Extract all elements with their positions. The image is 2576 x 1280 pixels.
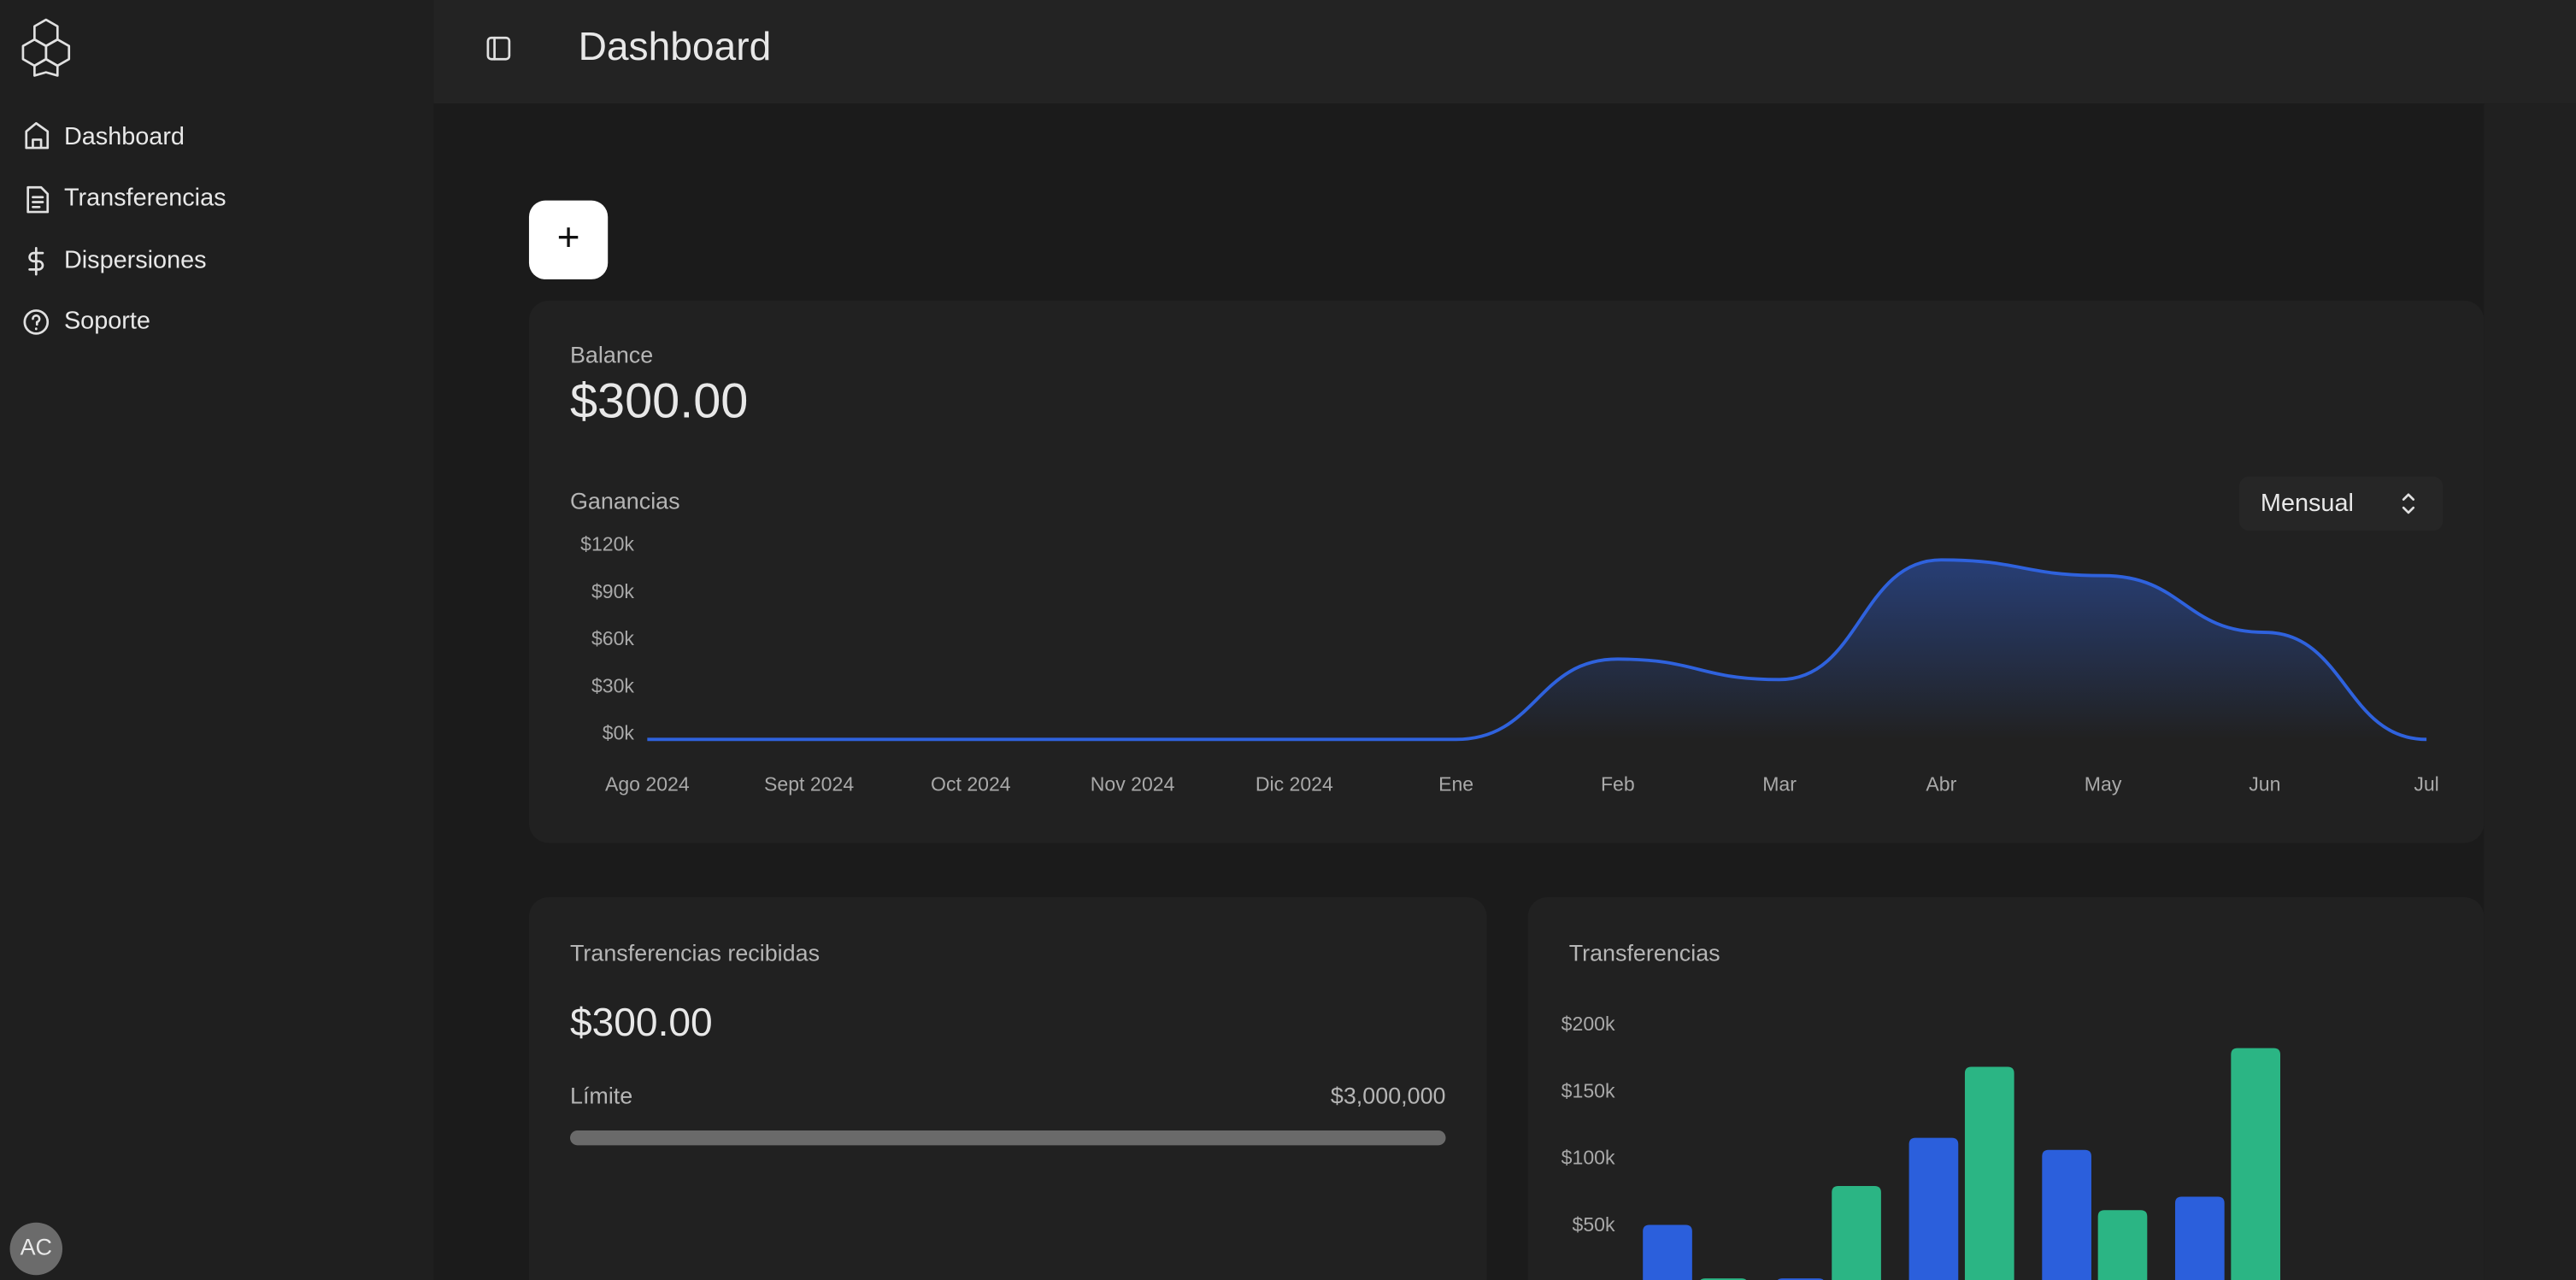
nav-item[interactable]: Dispersiones	[28, 246, 207, 276]
balance-card	[528, 300, 2485, 843]
help-icon	[23, 309, 50, 335]
area-fill	[647, 560, 2427, 740]
dollar-icon	[28, 247, 44, 276]
limit-value: $3,000,000	[1331, 1083, 1446, 1109]
x-tick-label: Dic 2024	[1256, 772, 1333, 795]
y-tick-label: $150k	[1561, 1079, 1615, 1101]
x-tick-label: Feb	[1601, 772, 1635, 795]
x-tick-label: May	[2085, 772, 2122, 795]
y-tick-label: $90k	[591, 580, 634, 602]
x-tick-label: Sept 2024	[764, 772, 854, 795]
bar	[1908, 1137, 1959, 1280]
transfers-title: Transferencias	[1569, 940, 1720, 966]
bar	[1643, 1224, 1692, 1280]
balance-label: Balance	[570, 342, 653, 367]
bar	[2174, 1196, 2225, 1280]
nav-item[interactable]: Transferencias	[26, 184, 226, 214]
doc-icon	[26, 185, 50, 214]
main-edge	[2484, 103, 2576, 1280]
sidebar	[0, 0, 434, 1280]
nav-label[interactable]: Dashboard	[64, 123, 185, 150]
bar	[2042, 1149, 2091, 1280]
chart-title: Ganancias	[570, 489, 680, 514]
avatar-initials[interactable]: AC	[21, 1235, 52, 1260]
y-tick-label: $0k	[603, 722, 635, 744]
help-icon-mark	[32, 314, 41, 331]
nav-item[interactable]: Soporte	[23, 308, 150, 335]
x-tick-label: Oct 2024	[931, 772, 1011, 795]
limit-label: Límite	[570, 1083, 632, 1109]
add-button-label[interactable]: +	[557, 214, 580, 259]
bar	[2097, 1210, 2148, 1280]
received-card	[528, 896, 1487, 1280]
nav-item[interactable]: Dashboard	[25, 121, 185, 150]
x-tick-label: Ene	[1438, 772, 1473, 795]
toggle-icon	[486, 36, 511, 61]
home-icon	[25, 121, 50, 150]
x-tick-label: Ago 2024	[605, 772, 690, 795]
nav-label[interactable]: Dispersiones	[64, 246, 207, 273]
x-tick-label: Mar	[1762, 772, 1797, 795]
select-chevron	[2402, 493, 2415, 514]
add-button[interactable]	[528, 200, 609, 279]
x-tick-label: Abr	[1926, 772, 1956, 795]
logo	[21, 18, 71, 77]
earnings-chart: $0k $30k $60k $90k $120k Ago 2024 Sept 2024 Oct…	[580, 533, 2439, 796]
y-tick-label: $100k	[1561, 1147, 1615, 1169]
bar	[2231, 1048, 2281, 1280]
header-bar	[433, 0, 2576, 104]
transfers-chart: $50k $100k $150k $200k	[1561, 1013, 2281, 1280]
x-tick-label: Jun	[2249, 772, 2280, 795]
x-tick-label: Jul	[2414, 772, 2438, 795]
bar	[1832, 1186, 1881, 1280]
y-tick-label: $200k	[1561, 1013, 1615, 1035]
period-select[interactable]	[2238, 476, 2444, 531]
y-tick-label: $50k	[1573, 1213, 1615, 1236]
received-title: Transferencias recibidas	[570, 940, 820, 966]
limit-progress	[570, 1130, 1446, 1146]
period-select-label[interactable]: Mensual	[2261, 490, 2354, 517]
y-tick-label: $60k	[591, 627, 634, 649]
nav-label[interactable]: Soporte	[64, 308, 150, 335]
y-tick-label: $120k	[580, 533, 634, 555]
x-tick-label: Nov 2024	[1091, 772, 1175, 795]
area-line	[647, 558, 2427, 742]
sidebar-toggle[interactable]	[486, 36, 511, 61]
nav-label[interactable]: Transferencias	[64, 184, 226, 211]
y-tick-label: $30k	[591, 674, 634, 696]
received-amount: $300.00	[570, 1000, 713, 1044]
page-title: Dashboard	[579, 24, 772, 68]
avatar[interactable]	[9, 1222, 63, 1276]
bar	[1964, 1066, 2014, 1280]
balance-amount: $300.00	[570, 373, 748, 428]
